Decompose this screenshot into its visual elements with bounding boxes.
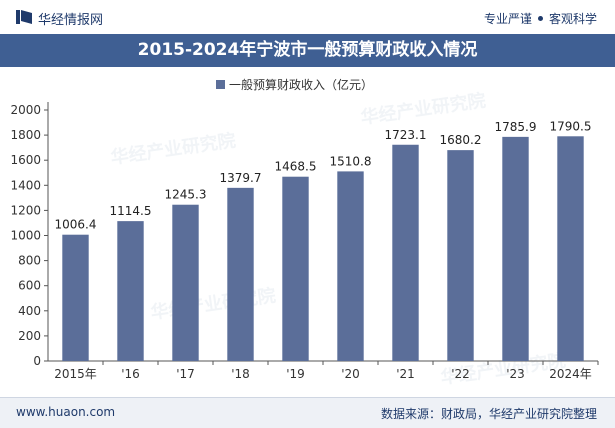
data-label: 1790.5 xyxy=(550,119,592,133)
brand-name: 华经情报网 xyxy=(38,13,104,28)
y-tick-label: 400 xyxy=(18,304,41,318)
bar xyxy=(282,176,309,361)
top-bar: 华经情报网 专业严谨 客观科学 xyxy=(0,0,615,34)
y-tick-label: 1800 xyxy=(10,128,41,142)
tagline-right: 客观科学 xyxy=(548,12,597,26)
data-label: 1680.2 xyxy=(440,133,482,147)
bar xyxy=(172,204,199,361)
bar xyxy=(117,221,144,361)
x-tick-label: '17 xyxy=(176,367,195,381)
bar xyxy=(557,136,584,361)
x-tick-label: '21 xyxy=(396,367,415,381)
y-tick-label: 1600 xyxy=(10,153,41,167)
bar xyxy=(392,144,419,361)
legend-label: 一般预算财政收入（亿元） xyxy=(229,77,373,92)
x-tick-label: '20 xyxy=(341,367,360,381)
x-tick-label: '16 xyxy=(121,367,140,381)
y-tick-label: 1200 xyxy=(10,203,41,217)
bar xyxy=(227,187,254,361)
bar xyxy=(337,171,364,361)
legend-swatch xyxy=(216,80,225,89)
data-label: 1114.5 xyxy=(110,204,152,218)
bar-chart: 一般预算财政收入（亿元） 0 200 400 600 800 1000 1200 1400 160… xyxy=(10,77,599,381)
book-logo-icon xyxy=(16,10,32,24)
footer-url: www.huaon.com xyxy=(16,405,116,419)
data-label: 1785.9 xyxy=(495,120,537,134)
bar xyxy=(62,234,89,361)
footer: www.huaon.com 数据来源：财政局，华经产业研究院整理 xyxy=(0,397,615,428)
bar xyxy=(447,150,474,361)
data-label: 1510.8 xyxy=(330,154,372,168)
x-tick-label: 2015年 xyxy=(54,367,97,381)
data-label: 1245.3 xyxy=(165,188,207,202)
data-label: 1006.4 xyxy=(55,218,97,232)
x-tick-label: '18 xyxy=(231,367,250,381)
data-label: 1723.1 xyxy=(385,128,427,142)
y-tick-label: 2000 xyxy=(10,103,41,117)
tagline-left: 专业严谨 xyxy=(483,12,532,26)
y-tick-label: 800 xyxy=(18,254,41,268)
x-tick-label: '23 xyxy=(506,367,525,381)
y-tick-label: 1000 xyxy=(10,229,41,243)
x-tick-label: '19 xyxy=(286,367,305,381)
x-tick-label: '22 xyxy=(451,367,470,381)
y-tick-label: 1400 xyxy=(10,178,41,192)
data-label: 1379.7 xyxy=(220,171,262,185)
tagline-dot xyxy=(537,16,543,21)
bar xyxy=(502,136,529,361)
chart-title: 2015-2024年宁波市一般预算财政收入情况 xyxy=(0,34,615,67)
y-tick-label: 200 xyxy=(18,329,41,343)
x-tick-label: 2024年 xyxy=(549,367,592,381)
data-source: 数据来源：财政局，华经产业研究院整理 xyxy=(380,407,597,421)
y-tick-label: 600 xyxy=(18,279,41,293)
y-tick-label: 0 xyxy=(33,354,41,368)
tagline: 专业严谨 客观科学 xyxy=(484,10,597,27)
data-label: 1468.5 xyxy=(275,160,317,174)
